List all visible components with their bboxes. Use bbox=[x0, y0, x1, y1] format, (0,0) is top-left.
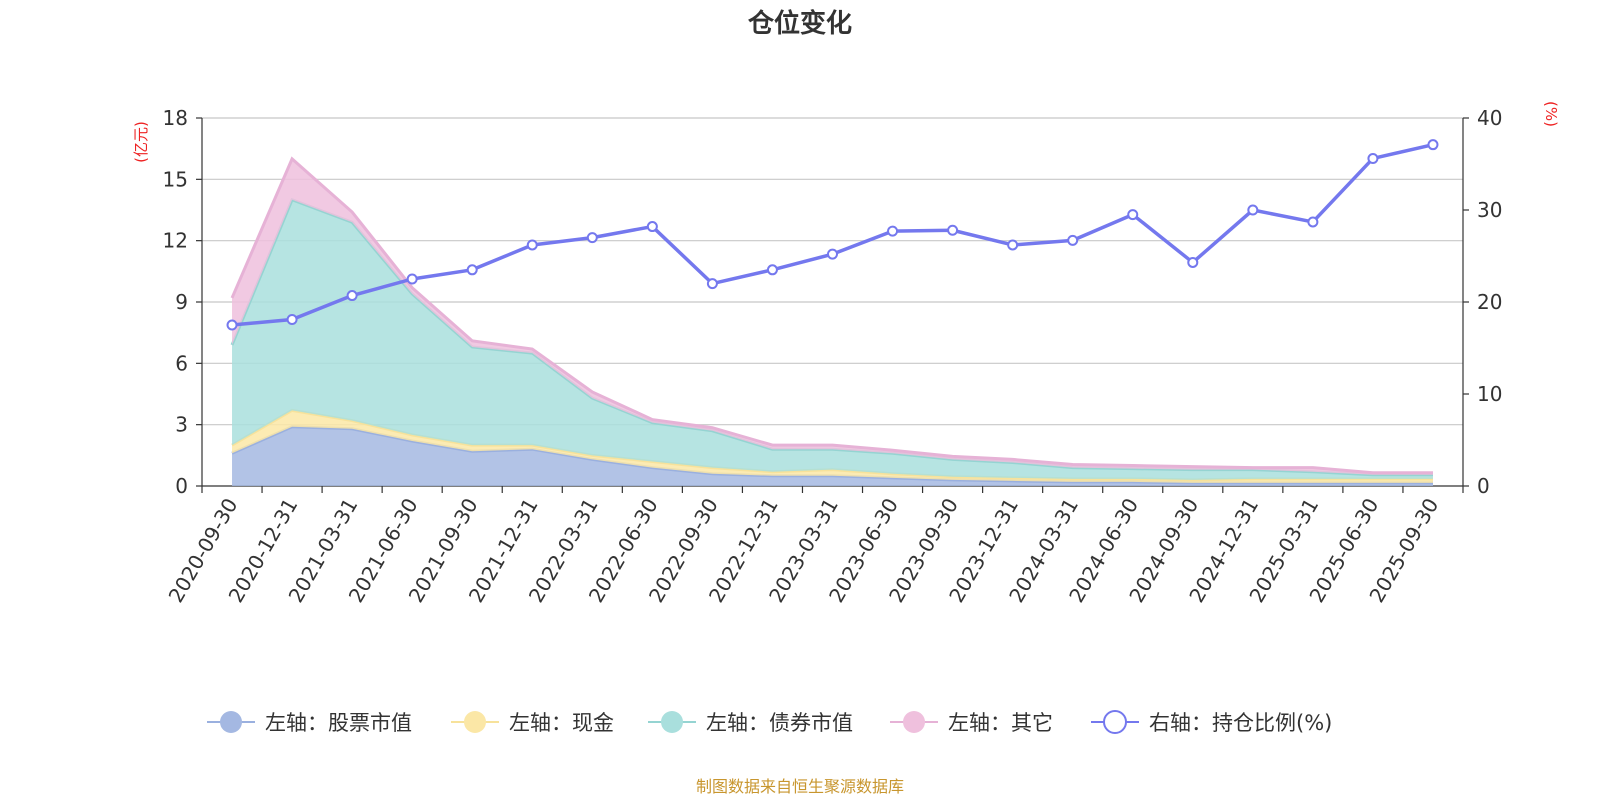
ratio-point[interactable] bbox=[1127, 209, 1139, 221]
area-series-0 bbox=[232, 426, 1433, 486]
ratio-point[interactable] bbox=[346, 290, 358, 302]
ratio-point[interactable] bbox=[827, 248, 838, 260]
ratio-point[interactable] bbox=[1307, 216, 1319, 228]
right-axis-tick-label: 30 bbox=[1477, 198, 1502, 222]
left-axis-tick-label: 0 bbox=[175, 474, 188, 498]
ratio-point[interactable] bbox=[706, 278, 718, 290]
ratio-point[interactable] bbox=[1067, 234, 1079, 246]
right-axis-unit: (%) bbox=[1542, 101, 1560, 127]
ratio-point[interactable] bbox=[286, 313, 298, 325]
ratio-point[interactable] bbox=[526, 239, 538, 251]
ratio-point[interactable] bbox=[766, 264, 778, 276]
right-axis-tick-label: 20 bbox=[1477, 290, 1502, 314]
left-axis-tick-label: 12 bbox=[163, 229, 188, 253]
left-axis-tick-label: 18 bbox=[163, 106, 188, 130]
chart-title: 仓位变化 bbox=[747, 8, 852, 39]
ratio-point[interactable] bbox=[1187, 256, 1199, 268]
ratio-line bbox=[226, 139, 1439, 331]
legend-label: 右轴：持仓比例(%) bbox=[1149, 711, 1332, 735]
ratio-point[interactable] bbox=[226, 319, 238, 331]
left-axis-tick-label: 9 bbox=[175, 290, 188, 314]
ratio-point[interactable] bbox=[466, 264, 478, 276]
left-axis-tick-label: 6 bbox=[175, 351, 188, 375]
right-axis-tick-label: 40 bbox=[1477, 106, 1502, 130]
area-series-1 bbox=[232, 410, 1433, 483]
ratio-point[interactable] bbox=[406, 273, 418, 285]
ratio-point[interactable] bbox=[1427, 139, 1439, 151]
data-source-note: 制图数据来自恒生聚源数据库 bbox=[696, 777, 904, 796]
ratio-point[interactable] bbox=[586, 232, 598, 244]
legend-marker bbox=[1103, 710, 1127, 734]
ratio-point[interactable] bbox=[887, 225, 899, 237]
right-axis-tick-label: 10 bbox=[1477, 382, 1502, 406]
ratio-point[interactable] bbox=[1247, 204, 1259, 216]
ratio-point[interactable] bbox=[1367, 152, 1379, 164]
legend-label: 左轴：债券市值 bbox=[706, 711, 853, 735]
area-series-2 bbox=[232, 199, 1433, 480]
right-axis-tick-label: 0 bbox=[1477, 474, 1490, 498]
legend-label: 左轴：现金 bbox=[509, 711, 614, 735]
legend-label: 左轴：股票市值 bbox=[265, 711, 412, 735]
legend-item[interactable]: 左轴：现金 bbox=[451, 711, 614, 735]
ratio-point[interactable] bbox=[947, 224, 959, 236]
legend-item[interactable]: 左轴：股票市值 bbox=[207, 711, 412, 735]
legend-item[interactable]: 左轴：债券市值 bbox=[648, 711, 853, 735]
left-axis-tick-label: 3 bbox=[175, 413, 188, 437]
legend: 左轴：股票市值 左轴：现金 左轴：债券市值 左轴：其它 右轴：持仓比例(%) bbox=[207, 710, 1332, 735]
area-series-3-edge bbox=[230, 156, 1433, 475]
legend-marker bbox=[661, 711, 683, 733]
left-axis-unit: (亿元) bbox=[132, 121, 150, 163]
legend-item[interactable]: 左轴：其它 bbox=[890, 711, 1053, 735]
legend-item[interactable]: 右轴：持仓比例(%) bbox=[1091, 710, 1332, 735]
ratio-point[interactable] bbox=[646, 221, 658, 233]
legend-marker bbox=[464, 711, 486, 733]
left-axis-tick-label: 15 bbox=[163, 167, 188, 191]
ratio-point[interactable] bbox=[1007, 239, 1019, 251]
legend-marker bbox=[903, 711, 925, 733]
stacked-areas bbox=[230, 156, 1433, 486]
legend-marker bbox=[220, 711, 242, 733]
legend-label: 左轴：其它 bbox=[948, 711, 1053, 735]
